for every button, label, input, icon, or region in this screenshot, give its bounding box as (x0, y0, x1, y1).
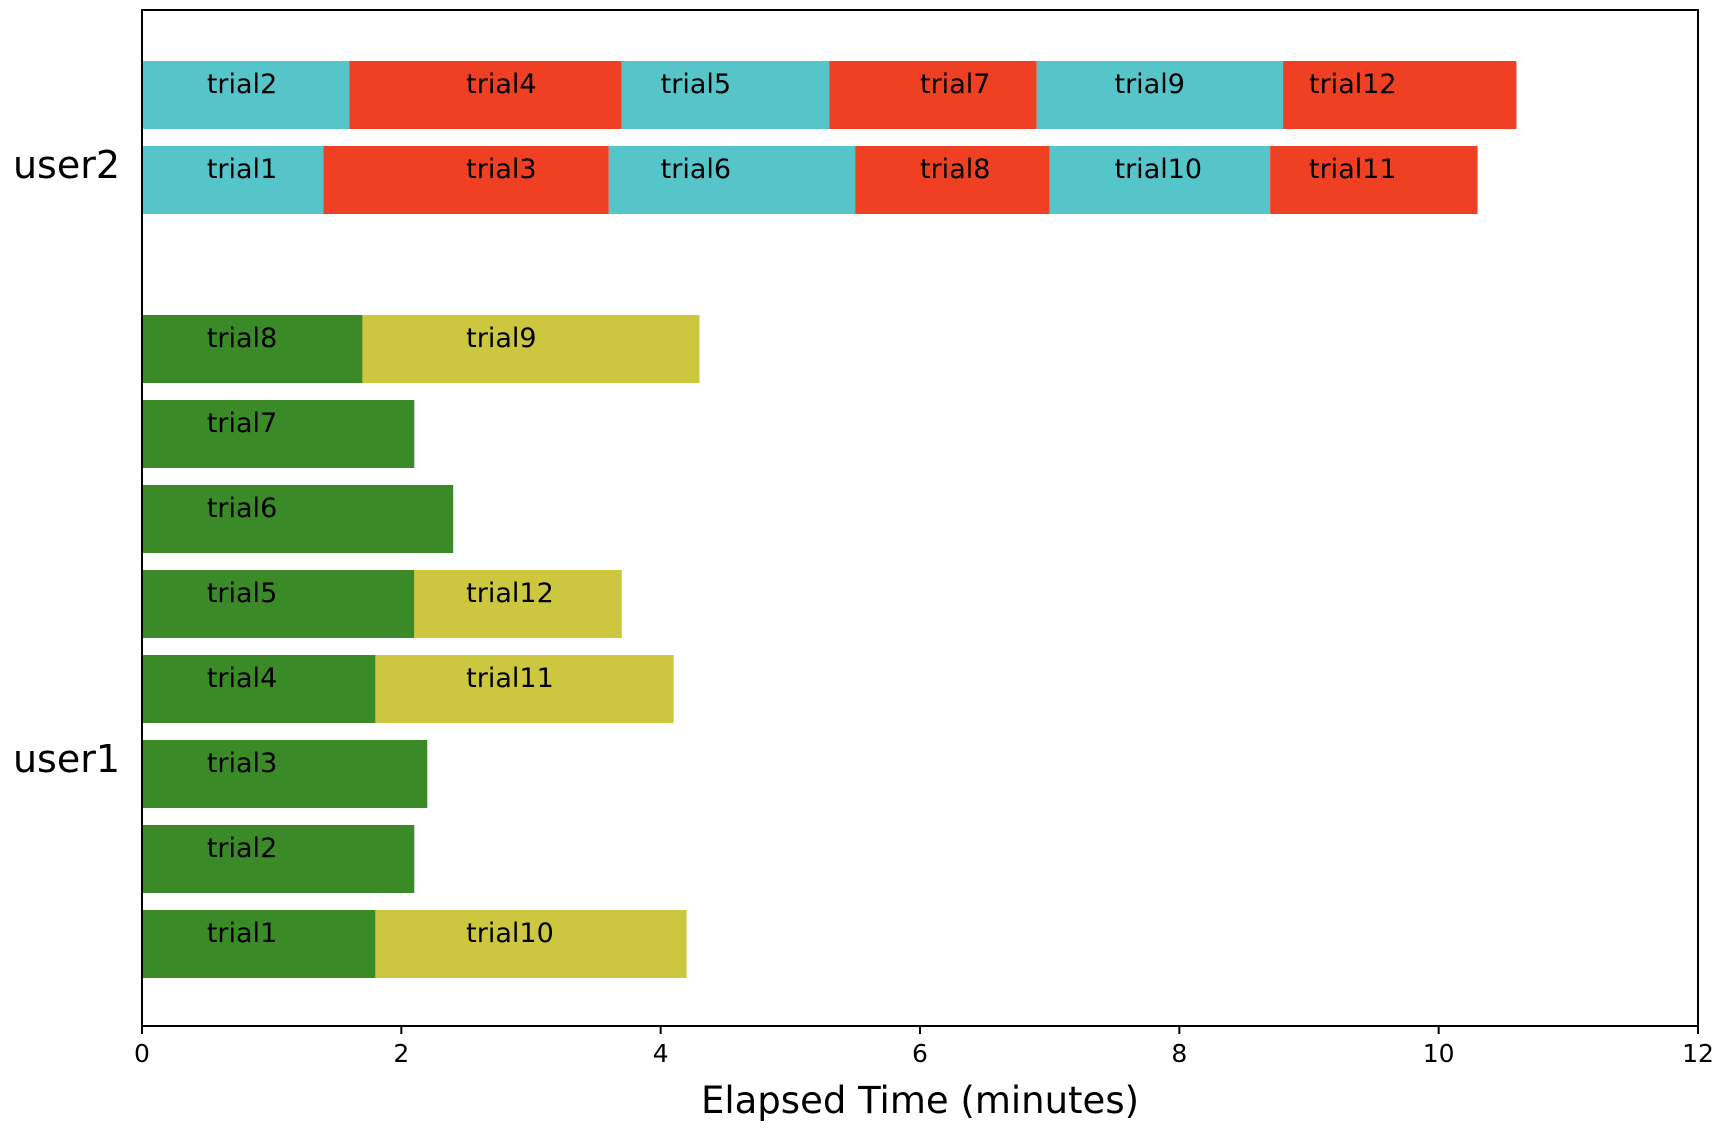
bar-user2-trial11 (1270, 146, 1478, 214)
bar-user1-trial12 (414, 570, 622, 638)
y-axis-category-labels: user1 user2 (13, 143, 120, 781)
bar-user1-trial5 (142, 570, 415, 638)
bar-label-user1-trial9: trial9 (466, 323, 536, 354)
bar-user1-trial7 (142, 400, 415, 468)
bar-user2-trial3 (323, 146, 609, 214)
bar-label-user1-trial2: trial2 (207, 833, 277, 864)
bars-layer (142, 61, 1517, 978)
bar-user1-trial2 (142, 825, 415, 893)
bar-label-user1-trial4: trial4 (207, 663, 277, 694)
bar-user2-trial7 (829, 61, 1037, 129)
x-axis-title: Elapsed Time (minutes) (701, 1079, 1139, 1122)
bar-user1-trial3 (142, 740, 428, 808)
x-axis-ticks: 0 2 4 6 8 10 12 (134, 1026, 1714, 1068)
bar-user2-trial4 (349, 61, 622, 129)
bar-label-user1-trial8: trial8 (207, 323, 277, 354)
bar-user1-trial1 (142, 910, 376, 978)
bar-user2-trial6 (608, 146, 856, 214)
x-tick-label: 6 (912, 1039, 928, 1068)
bar-user1-trial4 (142, 655, 376, 723)
bar-label-user2-trial9: trial9 (1115, 69, 1185, 100)
bar-user2-trial10 (1049, 146, 1271, 214)
x-tick-label: 8 (1171, 1039, 1187, 1068)
bar-label-user2-trial11: trial11 (1309, 154, 1397, 185)
x-tick-label: 10 (1423, 1039, 1455, 1068)
bar-label-user2-trial7: trial7 (920, 69, 990, 100)
bar-user2-trial5 (621, 61, 830, 129)
bar-label-user1-trial5: trial5 (207, 578, 277, 609)
bar-label-user2-trial8: trial8 (920, 154, 990, 185)
bar-label-user1-trial7: trial7 (207, 408, 277, 439)
bar-label-user2-trial1: trial1 (207, 154, 277, 185)
bar-labels-layer: trial1 trial10 trial2 trial3 trial4 trial11 tr… (207, 69, 1397, 949)
bar-label-user2-trial12: trial12 (1309, 69, 1397, 100)
bar-user1-trial6 (142, 485, 454, 553)
bar-label-user1-trial6: trial6 (207, 493, 277, 524)
bar-label-user2-trial6: trial6 (661, 154, 731, 185)
bar-user2-trial2 (142, 61, 350, 129)
x-tick-label: 12 (1682, 1039, 1714, 1068)
bar-label-user1-trial10: trial10 (466, 918, 554, 949)
bar-label-user1-trial12: trial12 (466, 578, 554, 609)
bar-user2-trial9 (1036, 61, 1284, 129)
category-label-user2: user2 (13, 143, 120, 187)
bar-label-user2-trial3: trial3 (466, 154, 536, 185)
bar-user1-trial10 (375, 910, 687, 978)
bar-label-user2-trial2: trial2 (207, 69, 277, 100)
bar-label-user2-trial10: trial10 (1115, 154, 1203, 185)
bar-label-user2-trial4: trial4 (466, 69, 536, 100)
x-tick-label: 0 (134, 1039, 150, 1068)
bar-user2-trial8 (855, 146, 1050, 214)
x-tick-label: 4 (653, 1039, 669, 1068)
bar-user1-trial8 (142, 315, 363, 383)
bar-label-user1-trial1: trial1 (207, 918, 277, 949)
category-label-user1: user1 (13, 737, 120, 781)
bar-user2-trial1 (142, 146, 324, 214)
bar-user1-trial9 (362, 315, 700, 383)
bar-label-user2-trial5: trial5 (661, 69, 731, 100)
bar-label-user1-trial3: trial3 (207, 748, 277, 779)
bar-user2-trial12 (1283, 61, 1517, 129)
bar-user1-trial11 (375, 655, 674, 723)
x-tick-label: 2 (393, 1039, 409, 1068)
bar-label-user1-trial11: trial11 (466, 663, 554, 694)
